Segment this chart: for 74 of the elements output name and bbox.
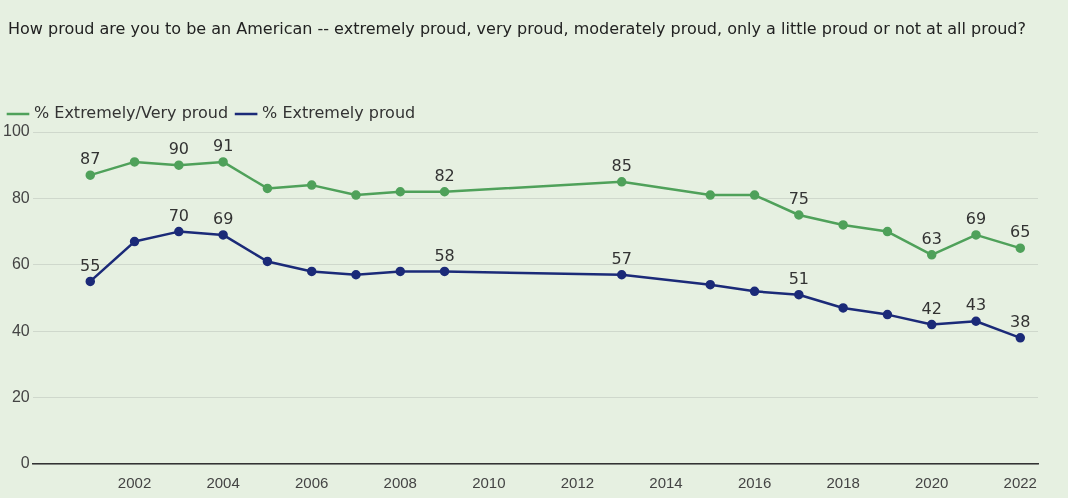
data-label: 75: [788, 189, 810, 209]
point: [439, 187, 450, 197]
y-tick-label: 20: [11, 388, 30, 406]
data-label: 38: [1010, 312, 1031, 331]
data-label: 87: [80, 149, 101, 169]
point: [616, 177, 627, 187]
data-label: 90: [168, 139, 190, 159]
point: [749, 190, 760, 200]
x-tick-label: 2012: [560, 474, 595, 492]
point: [306, 180, 317, 190]
x-tick-label: 2022: [1003, 474, 1037, 492]
data-label: 63: [921, 229, 942, 248]
point: [616, 270, 627, 280]
point: [395, 187, 406, 197]
point: [129, 236, 140, 247]
x-tick-label: 2020: [915, 474, 949, 492]
point: [351, 190, 361, 200]
data-label: 43: [965, 295, 987, 315]
point: [262, 256, 273, 267]
x-tick-label: 2016: [737, 474, 772, 492]
point: [351, 270, 361, 280]
point: [1015, 333, 1026, 343]
point: [794, 210, 804, 220]
point: [395, 266, 406, 277]
point: [971, 316, 981, 326]
point: [794, 289, 804, 300]
data-label: 57: [611, 248, 632, 268]
point: [882, 226, 893, 237]
point: [838, 220, 848, 230]
data-label: 82: [434, 165, 455, 185]
x-tick-label: 2006: [295, 474, 329, 492]
x-tick-label: 2014: [649, 474, 683, 492]
legend-label: % Extremely/Very proud: [34, 103, 229, 123]
y-tick-label: 80: [11, 188, 30, 206]
point: [129, 157, 140, 167]
point: [174, 160, 184, 170]
point: [749, 286, 760, 297]
point: [262, 183, 273, 194]
point: [882, 309, 893, 320]
data-label: 42: [921, 298, 942, 318]
point: [971, 230, 981, 240]
point: [705, 190, 716, 200]
chart-title: How proud are you to be an American -- extremely proud, very proud, moderately proud, only a little proud or not at all proud?: [8, 18, 1027, 40]
data-label: 70: [168, 205, 190, 225]
x-tick-label: 2002: [117, 474, 152, 492]
point: [85, 276, 96, 287]
point: [926, 250, 937, 260]
point: [838, 303, 848, 313]
point: [306, 266, 317, 277]
y-tick-label: 60: [11, 255, 30, 273]
data-label: 58: [434, 245, 455, 265]
point: [218, 157, 228, 167]
y-tick-label: 40: [11, 321, 30, 339]
x-tick-label: 2004: [206, 474, 240, 492]
point: [1015, 243, 1026, 253]
x-tick-label: 2018: [826, 474, 860, 492]
data-label: 55: [80, 255, 101, 275]
data-label: 69: [965, 209, 987, 229]
x-tick-label: 2010: [472, 474, 506, 492]
data-label: 69: [212, 209, 234, 229]
y-tick-label: 100: [2, 122, 30, 140]
data-label: 51: [788, 268, 810, 288]
legend-label: % Extremely proud: [262, 103, 416, 123]
data-label: 91: [212, 136, 234, 156]
data-label: 65: [1010, 222, 1031, 242]
data-label: 85: [611, 155, 632, 175]
point: [85, 170, 96, 180]
point: [705, 279, 716, 290]
y-tick-label: 0: [20, 454, 30, 472]
x-tick-label: 2008: [383, 474, 417, 492]
point: [926, 319, 937, 330]
point: [174, 226, 184, 237]
point: [439, 266, 450, 277]
point: [218, 230, 228, 240]
